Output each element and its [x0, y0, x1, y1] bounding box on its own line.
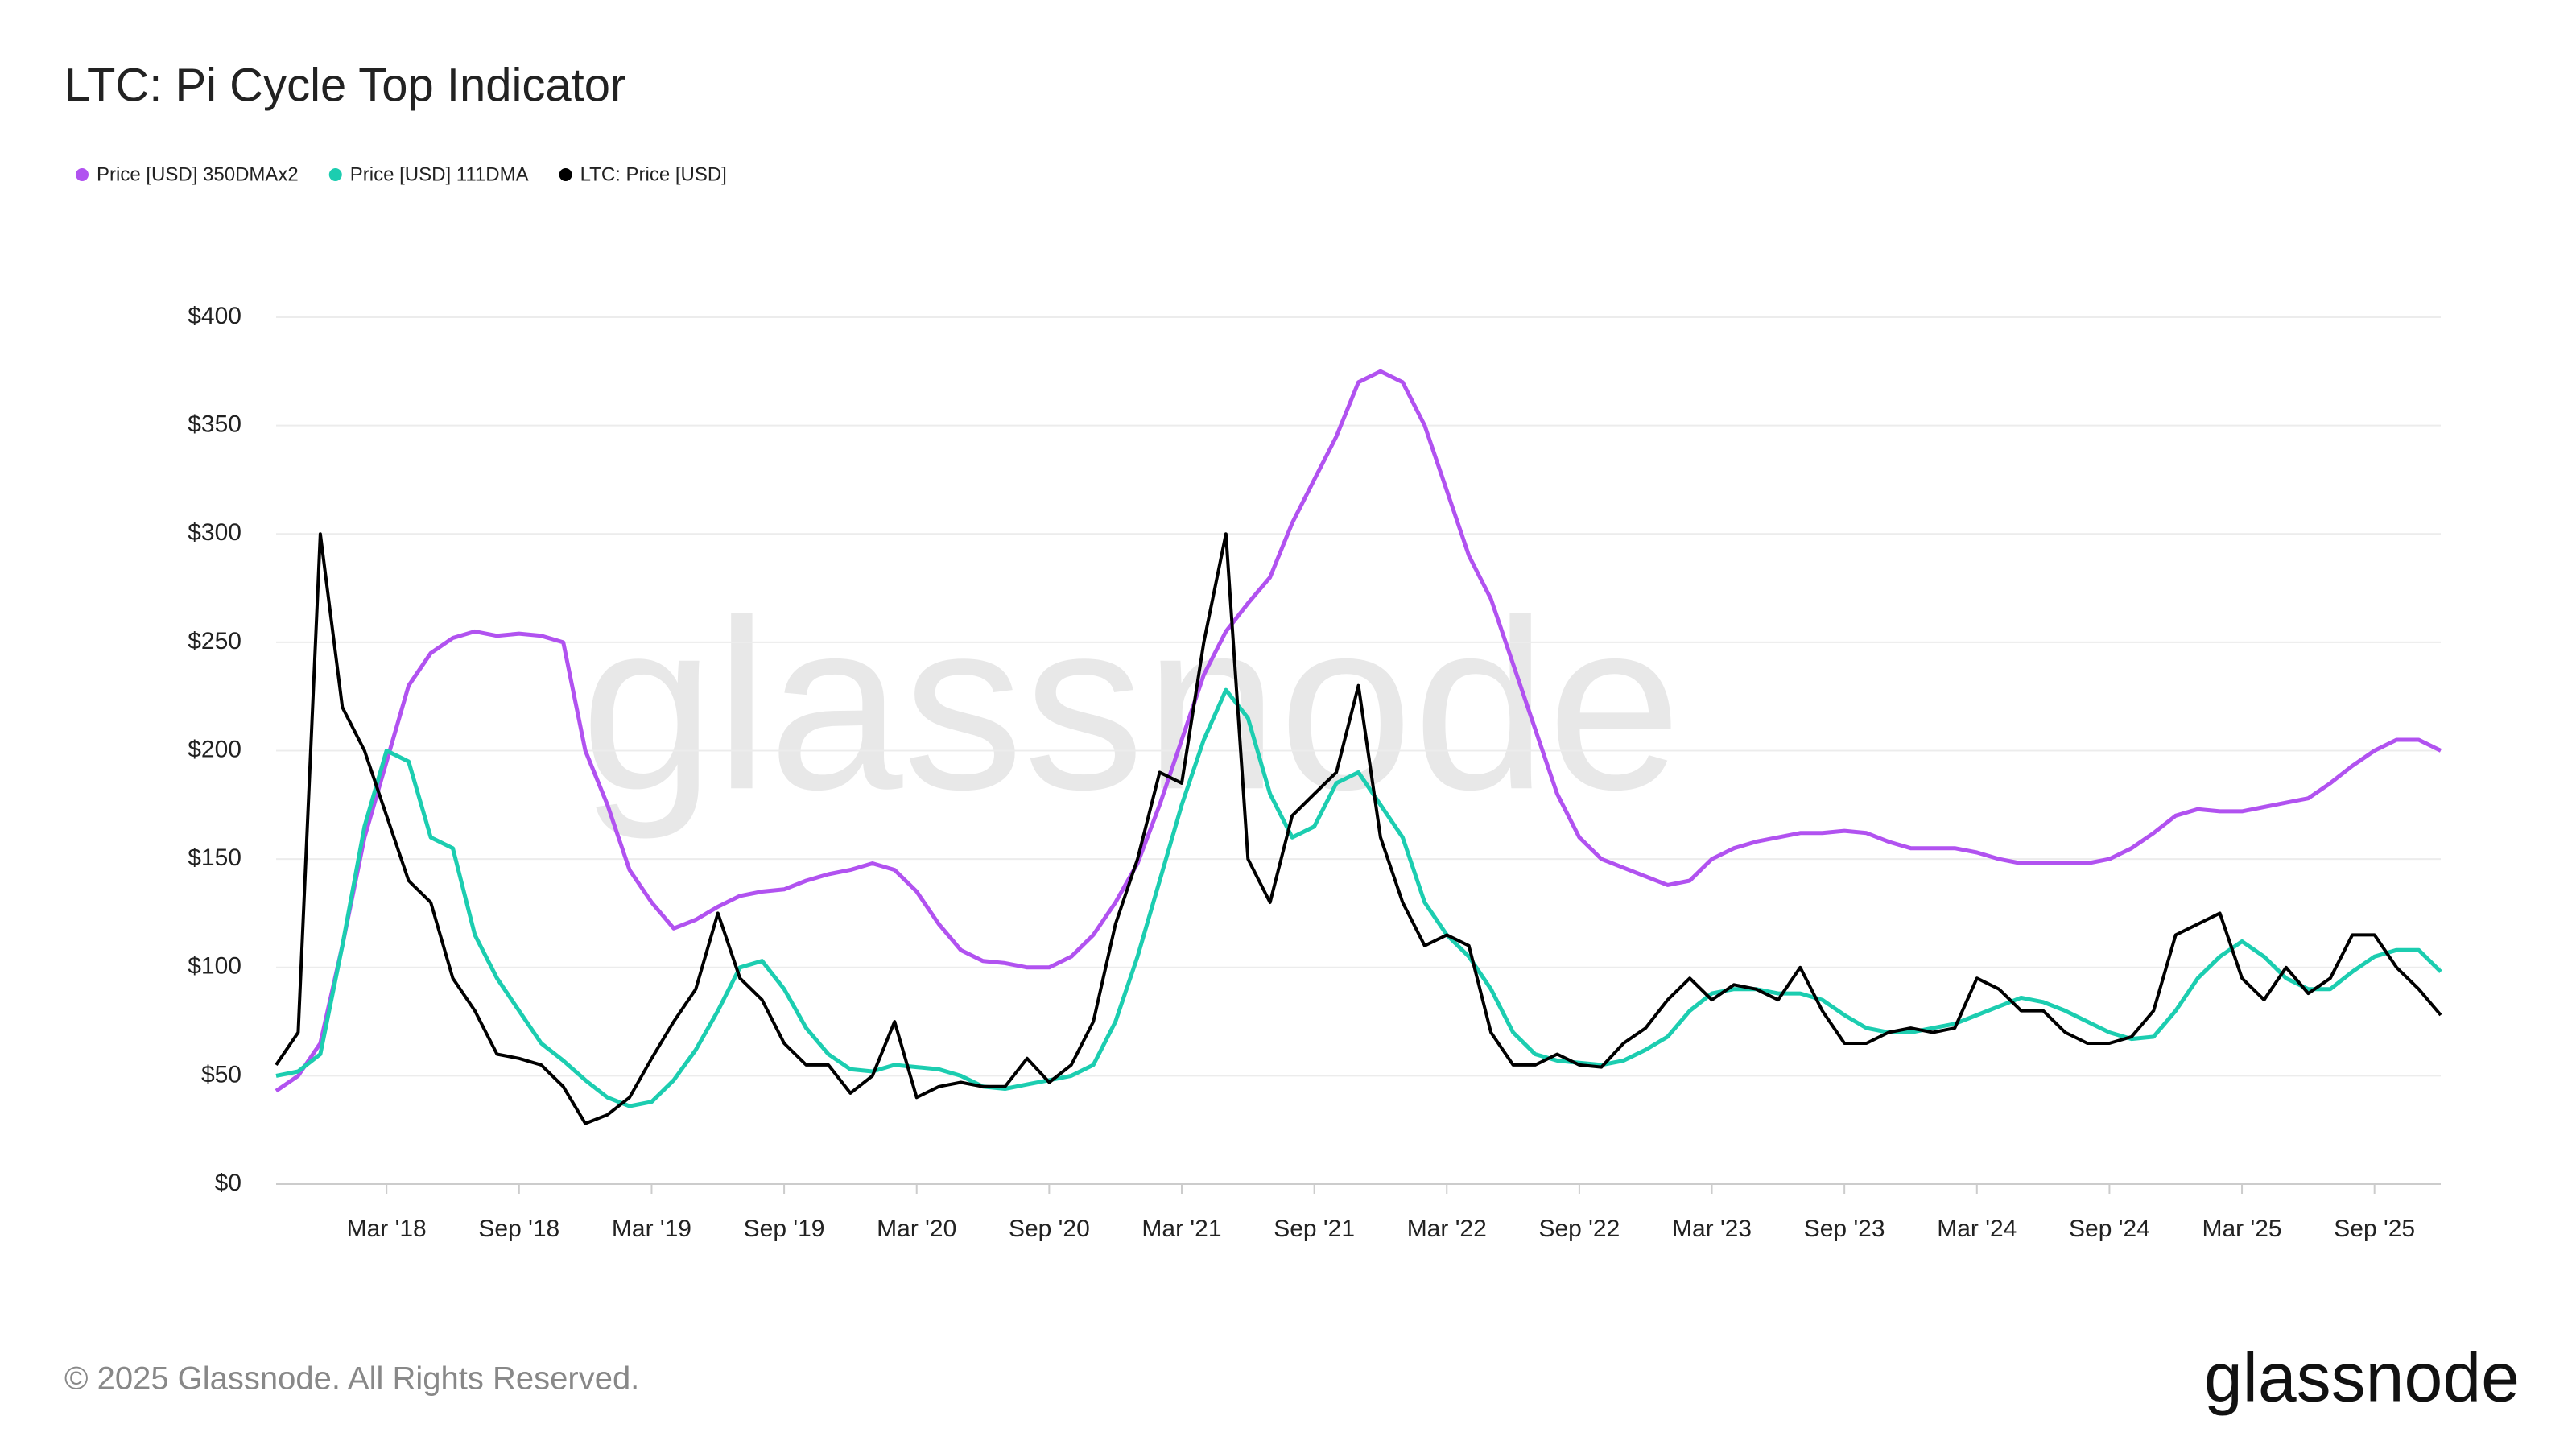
watermark: glassnode	[580, 569, 1682, 841]
x-tick-label: Sep '24	[2069, 1216, 2150, 1242]
x-tick-label: Sep '22	[1538, 1216, 1620, 1242]
x-tick-label: Mar '21	[1141, 1216, 1221, 1242]
chart-title: LTC: Pi Cycle Top Indicator	[64, 59, 625, 111]
legend-marker	[76, 168, 89, 181]
x-tick-label: Mar '18	[347, 1216, 427, 1242]
legend-label: Price [USD] 111DMA	[350, 163, 529, 185]
series-line	[275, 532, 2442, 1125]
x-tick-label: Mar '23	[1672, 1216, 1752, 1242]
brand-logo: glassnode	[2204, 1340, 2520, 1417]
x-tick-label: Mar '20	[877, 1216, 956, 1242]
footer: © 2025 Glassnode. All Rights Reserved.	[64, 1361, 639, 1397]
legend-label: LTC: Price [USD]	[580, 163, 727, 185]
x-tick-label: Sep '25	[2334, 1216, 2415, 1242]
y-tick-label: $0	[215, 1170, 242, 1196]
legend-marker	[559, 168, 572, 181]
x-tick-label: Sep '20	[1009, 1216, 1090, 1242]
series-line	[275, 687, 2442, 1108]
x-tick-label: Sep '18	[478, 1216, 559, 1242]
series-line	[275, 369, 2442, 1093]
legend-label: Price [USD] 350DMAx2	[97, 163, 299, 185]
x-tick-label: Mar '25	[2202, 1216, 2281, 1242]
x-tick-label: Mar '22	[1407, 1216, 1487, 1242]
y-tick-label: $150	[188, 844, 242, 871]
x-tick-label: Sep '19	[744, 1216, 825, 1242]
x-tick-label: Mar '19	[612, 1216, 691, 1242]
y-tick-label: $50	[201, 1061, 242, 1088]
x-tick-label: Sep '23	[1804, 1216, 1885, 1242]
x-tick-label: Sep '21	[1274, 1216, 1355, 1242]
legend-marker	[328, 168, 342, 181]
y-tick-label: $350	[188, 411, 242, 438]
y-tick-label: $200	[188, 736, 242, 762]
y-tick-label: $300	[188, 519, 242, 546]
x-tick-label: Mar '24	[1937, 1216, 2017, 1242]
y-tick-label: $250	[188, 628, 242, 654]
y-tick-label: $400	[188, 303, 242, 329]
y-tick-label: $100	[188, 953, 242, 980]
